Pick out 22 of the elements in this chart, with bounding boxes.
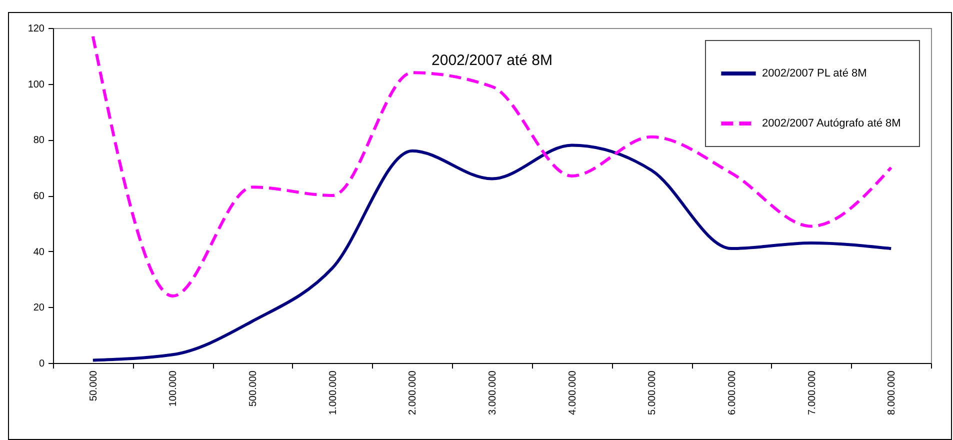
x-tick-label: 2.000.000: [408, 370, 419, 415]
legend-label: 2002/2007 PL até 8M: [762, 68, 867, 80]
y-tick-label: 80: [33, 135, 45, 146]
y-tick-label: 40: [33, 246, 45, 258]
y-tick-label: 20: [33, 302, 45, 314]
x-tick-label: 6.000.000: [726, 370, 738, 415]
x-tick-label: 100.000: [168, 370, 180, 407]
x-tick-label: 3.000.000: [488, 370, 498, 415]
legend-label: 2002/2007 Autógrafo até 8M: [762, 118, 901, 130]
y-tick-label: 0: [38, 358, 45, 370]
y-tick-label: 60: [33, 191, 45, 202]
x-tick-label: 8.000.000: [886, 370, 898, 415]
x-tick-label: 50.000: [88, 370, 100, 402]
x-tick-label: 7.000.000: [806, 370, 818, 415]
x-tick-label: 1.000.000: [328, 370, 339, 415]
y-tick-label: 100: [28, 79, 45, 90]
line-series: [91, 144, 893, 362]
x-tick-label: 500.000: [248, 370, 260, 407]
x-tick-label: 5.000.000: [647, 370, 658, 415]
text: 2002/2007 até 8M: [432, 52, 552, 69]
x-tick-label: 4.000.000: [567, 370, 578, 415]
y-tick-label: 120: [28, 24, 45, 34]
